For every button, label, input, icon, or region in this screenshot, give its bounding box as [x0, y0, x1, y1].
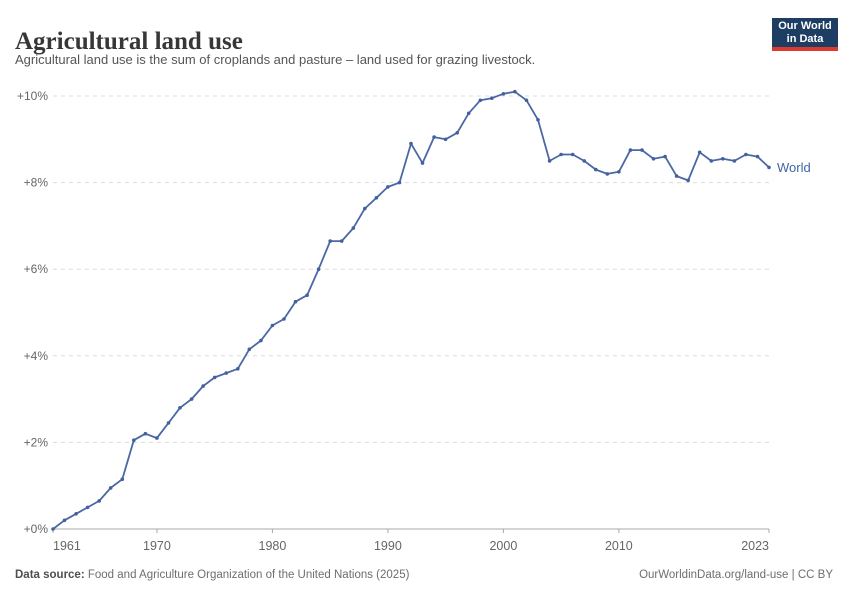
y-tick-label: +8%	[24, 176, 49, 190]
x-tick-label: 1990	[374, 539, 402, 553]
data-point-marker[interactable]	[120, 477, 125, 482]
data-point-marker[interactable]	[166, 421, 171, 425]
data-point-marker[interactable]	[640, 148, 644, 152]
data-point-marker[interactable]	[744, 152, 748, 157]
x-tick-label: 2000	[489, 539, 517, 553]
series-end-label-world[interactable]: World	[777, 160, 811, 175]
data-point-marker[interactable]	[201, 384, 205, 388]
data-point-marker[interactable]	[259, 338, 263, 343]
x-tick-label: 2010	[605, 539, 633, 553]
data-point-marker[interactable]	[316, 267, 321, 272]
data-source-note: Data source: Food and Agriculture Organi…	[15, 569, 409, 581]
gridlines	[53, 95, 769, 443]
x-axis	[52, 528, 770, 533]
data-point-marker[interactable]	[709, 159, 714, 163]
data-point-marker[interactable]	[721, 157, 725, 161]
data-point-marker[interactable]	[617, 170, 621, 174]
footer-separator: |	[788, 569, 798, 581]
data-point-marker[interactable]	[409, 141, 413, 146]
data-point-marker[interactable]	[108, 486, 113, 490]
data-point-marker[interactable]	[224, 371, 228, 375]
data-point-marker[interactable]	[732, 159, 737, 163]
y-tick-label: +4%	[24, 349, 49, 363]
data-point-marker[interactable]	[339, 239, 344, 243]
data-point-marker[interactable]	[236, 367, 240, 371]
data-point-marker[interactable]	[270, 323, 275, 328]
data-point-marker[interactable]	[374, 196, 379, 200]
owid-logo-line1: Our World	[778, 20, 832, 32]
data-point-marker[interactable]	[293, 299, 298, 304]
data-point-marker[interactable]	[582, 159, 586, 163]
x-tick-label: 2023	[741, 539, 769, 553]
data-point-marker[interactable]	[74, 512, 78, 516]
data-point-marker[interactable]	[363, 206, 367, 211]
data-point-marker[interactable]	[282, 317, 286, 321]
y-axis-labels: +0% +2% +4% +6% +8% +10%	[17, 89, 48, 536]
data-source-label: Data source:	[15, 569, 85, 581]
data-point-marker[interactable]	[547, 159, 552, 163]
x-tick-label: 1980	[259, 539, 287, 553]
y-tick-label: +10%	[17, 89, 48, 103]
data-point-marker[interactable]	[143, 431, 148, 436]
data-point-marker[interactable]	[663, 154, 667, 159]
x-tick-label: 1961	[53, 539, 81, 553]
data-point-marker[interactable]	[212, 375, 217, 380]
data-point-marker[interactable]	[420, 161, 425, 165]
data-point-marker[interactable]	[674, 174, 679, 178]
owid-logo[interactable]: Our World in Data	[772, 18, 838, 51]
data-point-marker[interactable]	[97, 499, 101, 503]
data-point-marker[interactable]	[594, 167, 598, 172]
data-point-marker[interactable]	[767, 165, 771, 170]
data-point-marker[interactable]	[559, 152, 563, 157]
data-point-marker[interactable]	[513, 89, 517, 94]
x-tick-label: 1970	[143, 539, 171, 553]
data-point-marker[interactable]	[132, 438, 136, 443]
data-point-marker[interactable]	[755, 154, 760, 159]
data-point-marker[interactable]	[397, 180, 402, 185]
data-point-marker[interactable]	[501, 92, 506, 96]
data-point-marker[interactable]	[247, 347, 252, 352]
data-point-marker[interactable]	[490, 96, 494, 100]
x-axis-labels: 1961 1970 1980 1990 2000 2010 2023	[53, 539, 769, 553]
data-point-marker[interactable]	[328, 239, 333, 243]
page-title: Agricultural land use	[15, 27, 243, 55]
footer-links: OurWorldinData.org/land-use | CC BY	[639, 569, 833, 581]
data-point-marker[interactable]	[432, 135, 436, 139]
data-point-marker[interactable]	[697, 150, 702, 155]
data-point-marker[interactable]	[570, 152, 575, 157]
world-series-line[interactable]	[52, 90, 770, 530]
data-point-marker[interactable]	[536, 118, 540, 122]
data-point-marker[interactable]	[455, 131, 460, 135]
data-point-marker[interactable]	[686, 178, 690, 183]
data-point-marker[interactable]	[85, 505, 90, 510]
data-point-marker[interactable]	[466, 111, 471, 116]
y-tick-label: +2%	[24, 435, 49, 449]
data-point-marker[interactable]	[628, 148, 633, 152]
y-tick-label: +6%	[24, 262, 49, 276]
world-series-markers[interactable]	[51, 89, 771, 531]
data-point-marker[interactable]	[62, 518, 67, 523]
chart-subtitle: Agricultural land use is the sum of crop…	[15, 52, 536, 67]
y-tick-label: +0%	[24, 522, 49, 536]
owid-logo-line2: in Data	[786, 32, 824, 45]
data-point-marker[interactable]	[305, 293, 309, 298]
data-point-marker[interactable]	[386, 185, 390, 189]
data-point-marker[interactable]	[178, 406, 182, 410]
data-source-text: Food and Agriculture Organization of the…	[84, 569, 410, 581]
trend-line[interactable]	[52, 90, 770, 530]
data-point-marker[interactable]	[478, 98, 483, 103]
data-point-marker[interactable]	[524, 98, 529, 103]
data-point-marker[interactable]	[651, 157, 656, 161]
data-point-marker[interactable]	[51, 527, 55, 531]
owid-url-link[interactable]: OurWorldinData.org/land-use	[639, 569, 789, 581]
data-point-marker[interactable]	[351, 226, 356, 230]
data-point-marker[interactable]	[605, 172, 610, 176]
data-point-marker[interactable]	[189, 397, 194, 401]
data-point-marker[interactable]	[443, 137, 448, 142]
license-link[interactable]: CC BY	[797, 569, 833, 581]
data-point-marker[interactable]	[155, 436, 159, 440]
